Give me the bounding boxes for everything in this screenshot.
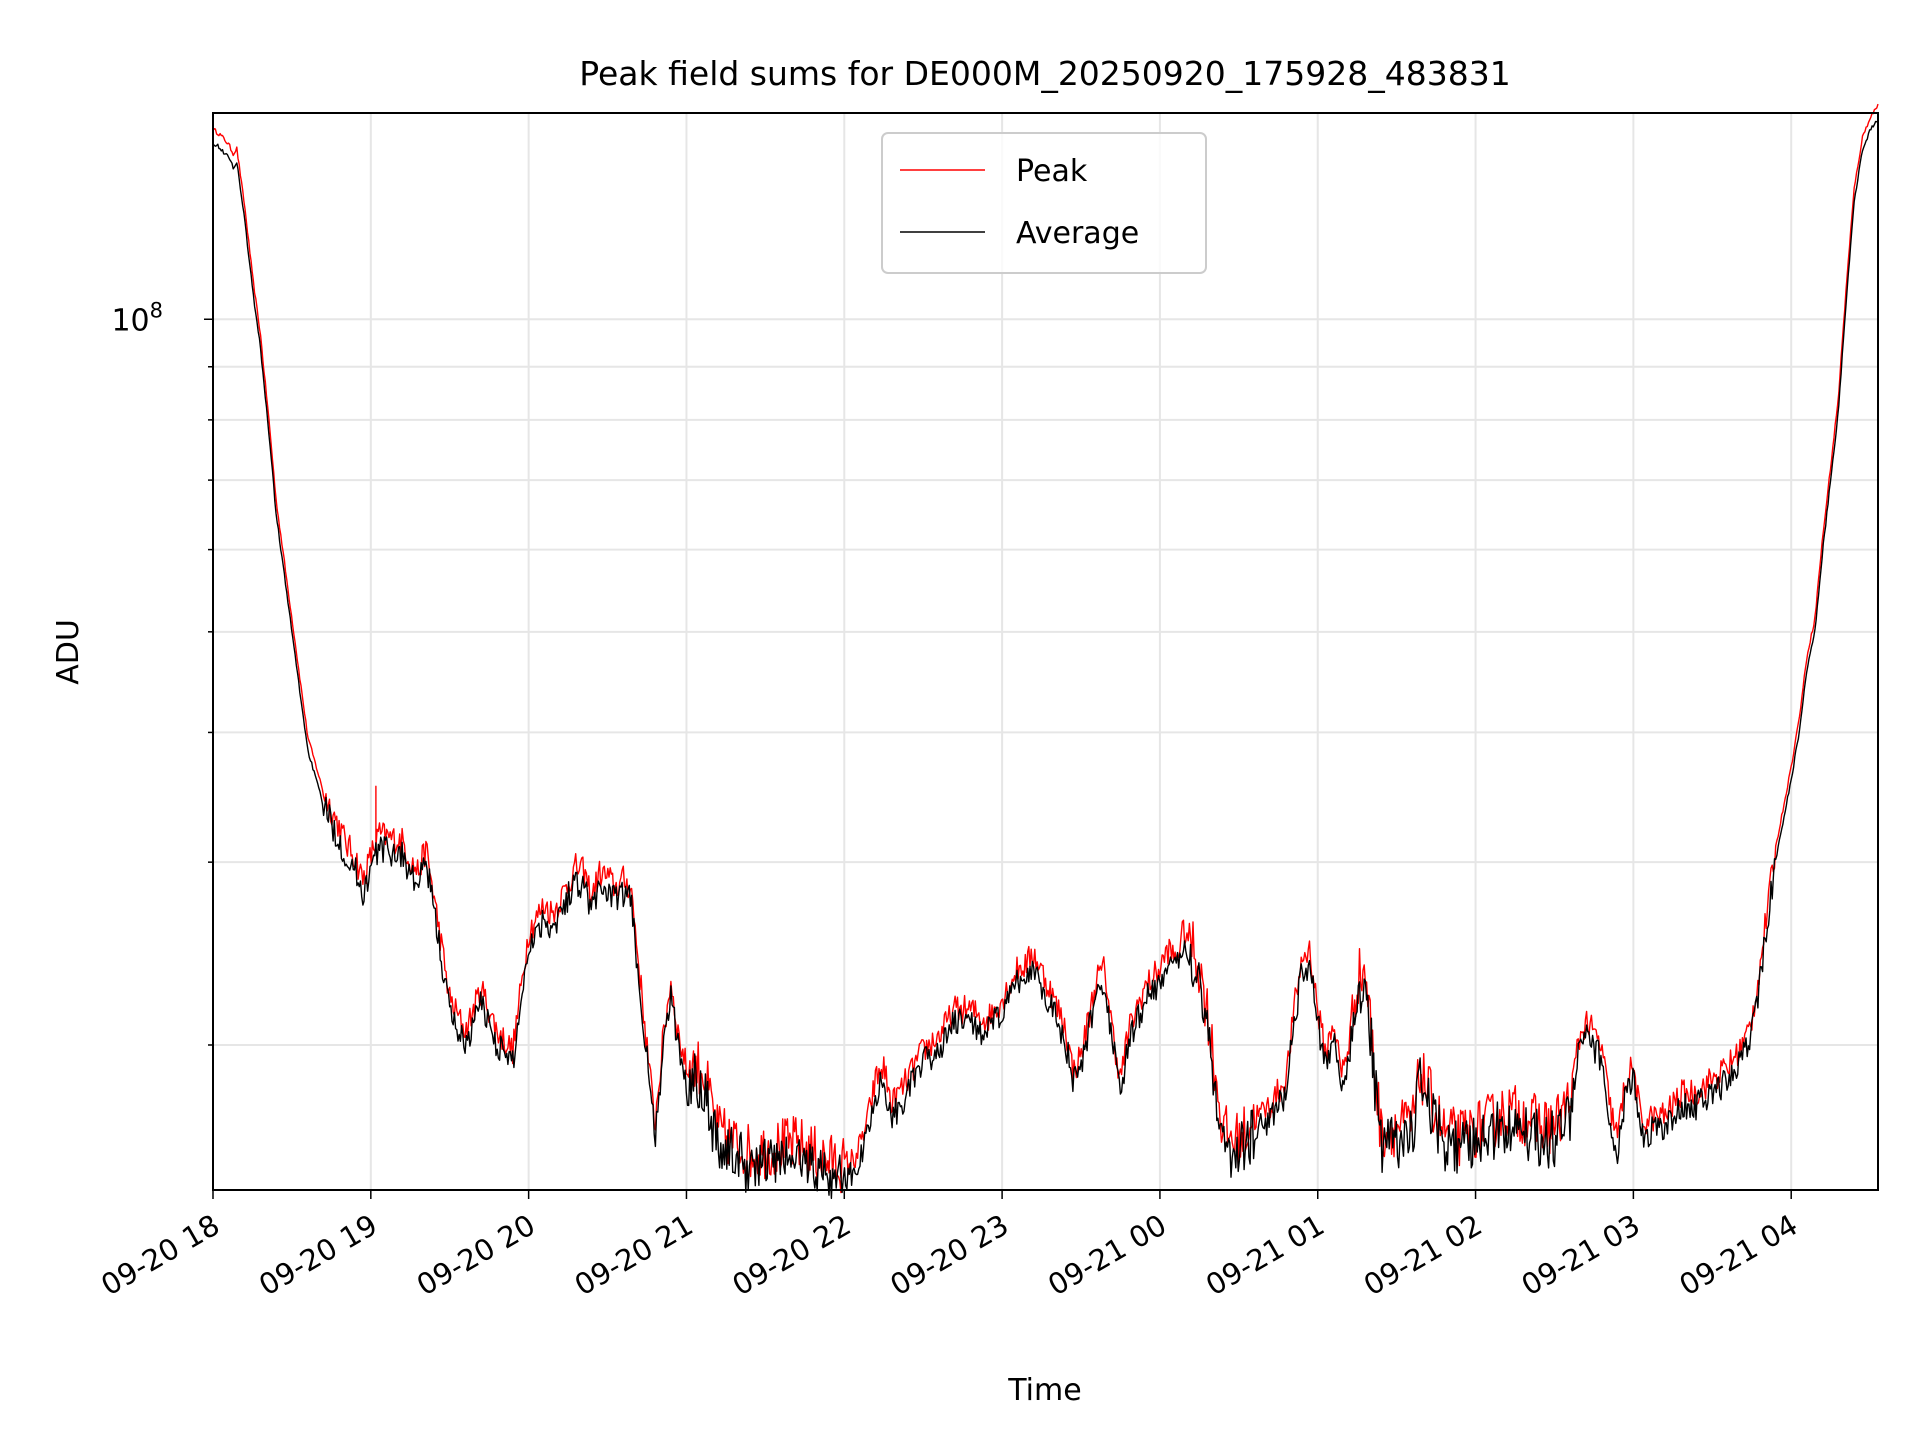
svg-text:108: 108 bbox=[111, 298, 163, 338]
y-tick-exponent: 8 bbox=[150, 298, 163, 322]
legend: Peak Average bbox=[881, 132, 1207, 274]
legend-label-peak: Peak bbox=[1016, 154, 1088, 189]
x-axis-label: Time bbox=[1007, 1373, 1081, 1408]
y-axis-label: ADU bbox=[51, 619, 86, 685]
y-major-tick-label: 108 bbox=[111, 298, 163, 338]
series-line-average bbox=[212, 120, 1879, 1200]
series-lines bbox=[212, 103, 1879, 1200]
chart-title: Peak field sums for DE000M_20250920_1759… bbox=[579, 54, 1510, 93]
legend-box bbox=[881, 132, 1207, 274]
plot-frame bbox=[212, 112, 1879, 1191]
series-line-peak bbox=[212, 103, 1879, 1194]
legend-label-average: Average bbox=[1016, 216, 1139, 251]
y-tick-base: 10 bbox=[111, 303, 149, 338]
